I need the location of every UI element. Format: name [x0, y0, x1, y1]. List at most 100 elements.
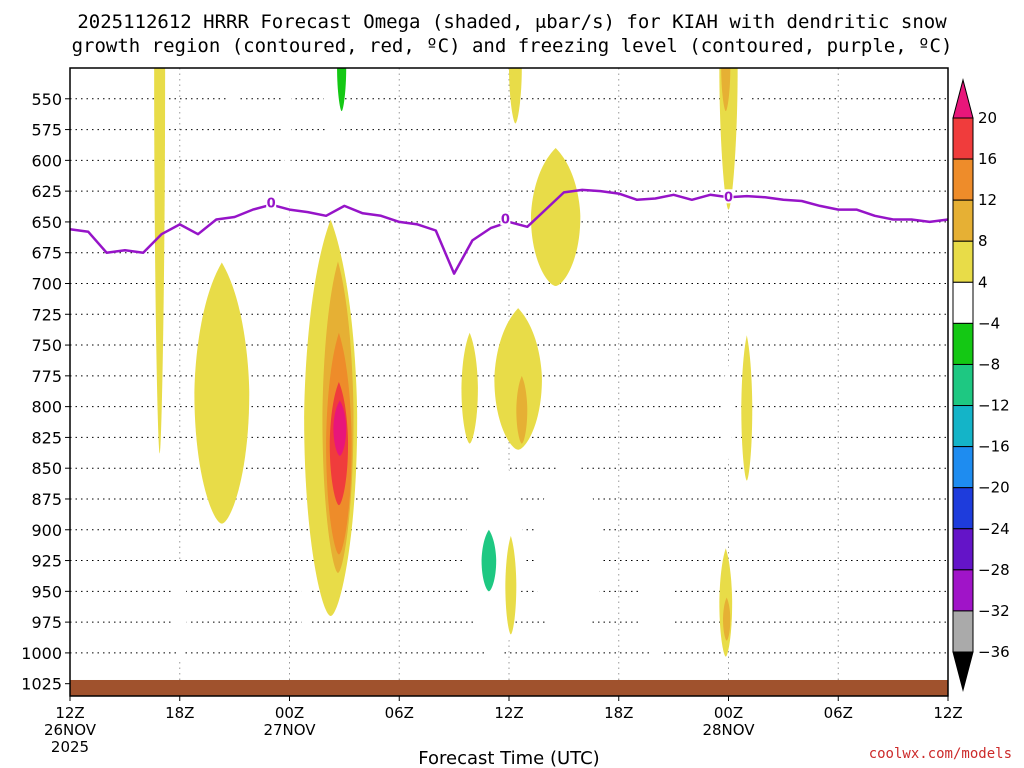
omega-shade-region: [494, 308, 542, 450]
colorbar-bin: [952, 117, 974, 160]
freezing-level-contour: 0 0 0: [69, 188, 949, 275]
x-tick-label: 00Z: [714, 704, 743, 722]
x-tick-label: 12Z: [494, 704, 523, 722]
omega-shade-region: [300, 566, 312, 641]
colorbar-label: −4: [978, 314, 1000, 332]
colorbar-bin: [952, 610, 974, 653]
omega-shade-region: [461, 332, 478, 444]
x-tick-year: 2025: [51, 738, 89, 756]
colorbar-label: 8: [978, 232, 988, 250]
colorbar-bin: [952, 487, 974, 530]
omega-shade-region: [284, 68, 292, 250]
omega-shade-region: [723, 597, 731, 641]
omega-shade-region: [481, 529, 497, 592]
y-tick-label: 1025: [21, 675, 62, 694]
y-tick-label: 725: [31, 305, 62, 324]
terrain-band: [70, 679, 948, 696]
colorbar-label: −24: [978, 520, 1010, 538]
y-tick-label: 650: [31, 213, 62, 232]
colorbar: 20 16 12 8 4 −4 −8 −12 −16 −20 −24 −28 −32 −36: [952, 78, 1010, 692]
x-tick-label: 18Z: [165, 704, 194, 722]
colorbar-top-arrow: [952, 78, 974, 119]
x-tick-label: 06Z: [824, 704, 853, 722]
colorbar-label: 4: [978, 273, 988, 291]
x-tick-date: 26NOV: [44, 721, 97, 739]
y-tick-label: 825: [31, 428, 62, 447]
x-tick-label: 06Z: [385, 704, 414, 722]
omega-shade-region: [638, 551, 674, 660]
freezing-level-label: 0: [501, 212, 510, 227]
omega-shade-region: [741, 335, 753, 481]
freezing-level-label: 0: [724, 190, 733, 205]
colorbar-bottom-arrow: [952, 651, 974, 692]
omega-shade-region: [154, 68, 166, 454]
colorbar-label: −32: [978, 602, 1010, 620]
omega-shade-region: [527, 68, 542, 97]
omega-shade-region: [534, 455, 603, 653]
y-tick-label: 750: [31, 336, 62, 355]
colorbar-label: −16: [978, 438, 1010, 456]
omega-shade-region: [505, 535, 517, 635]
x-tick-label: 12Z: [933, 704, 962, 722]
x-tick-label: 12Z: [55, 704, 84, 722]
freezing-level-label: 0: [267, 196, 276, 211]
y-tick-label: 550: [31, 90, 62, 109]
omega-shade-region: [333, 400, 347, 456]
terrain-fill: [70, 679, 948, 696]
x-tick-date: 28NOV: [702, 721, 755, 739]
colorbar-label: −12: [978, 397, 1010, 415]
freezing-level-label-bg: [723, 189, 734, 204]
y-tick-label: 625: [31, 182, 62, 201]
omega-shade-region: [509, 68, 522, 124]
omega-shade-region: [194, 262, 250, 524]
omega-shade-region: [172, 560, 188, 660]
credit-text: coolwx.com/models: [869, 746, 1012, 762]
colorbar-bin: [952, 446, 974, 489]
omega-shade-region: [225, 68, 241, 134]
omega-shade-region: [337, 68, 347, 112]
y-tick-label: 700: [31, 274, 62, 293]
colorbar-label: −28: [978, 561, 1010, 579]
y-tick-label: 875: [31, 490, 62, 509]
freezing-level-label-bg: [266, 195, 277, 210]
y-tick-label: 925: [31, 552, 62, 571]
omega-shading: [154, 68, 753, 660]
y-tick-label: 575: [31, 121, 62, 140]
omega-shade-region: [530, 148, 581, 286]
colorbar-label: 12: [978, 191, 997, 209]
colorbar-bin: [952, 240, 974, 283]
omega-shade-region: [721, 68, 731, 112]
chart-title-line-2: growth region (contoured, red, ºC) and f…: [72, 35, 953, 57]
colorbar-bin: [952, 569, 974, 612]
y-tick-label: 600: [31, 151, 62, 170]
colorbar-bin: [952, 322, 974, 365]
y-tick-label: 850: [31, 459, 62, 478]
y-tick-label: 675: [31, 244, 62, 263]
y-tick-label: 775: [31, 367, 62, 386]
omega-shade-region: [741, 68, 753, 118]
x-axis-title: Forecast Time (UTC): [418, 748, 599, 768]
y-tick-label: 975: [31, 613, 62, 632]
colorbar-bin: [952, 363, 974, 407]
colorbar-bin: [952, 528, 974, 571]
colorbar-label: 16: [978, 150, 997, 168]
colorbar-label: 20: [978, 109, 997, 127]
colorbar-bin: [952, 199, 974, 242]
colorbar-label: −8: [978, 355, 1000, 373]
omega-shade-region: [723, 361, 733, 463]
chart-title-line-1: 2025112612 HRRR Forecast Omega (shaded, …: [77, 11, 947, 33]
y-axis-ticks: 550 575 600 625 650 675 700 725 750 775 800 825 850 8…: [21, 90, 70, 694]
freezing-level-label-bg: [500, 211, 511, 226]
y-tick-label: 800: [31, 398, 62, 417]
y-tick-label: 1000: [21, 644, 62, 663]
colorbar-bin: [952, 405, 974, 448]
x-tick-label: 18Z: [604, 704, 633, 722]
y-tick-label: 950: [31, 582, 62, 601]
colorbar-bin: [952, 281, 974, 324]
y-tick-label: 900: [31, 521, 62, 540]
x-tick-label: 00Z: [275, 704, 304, 722]
omega-shade-region: [516, 375, 528, 444]
x-tick-date: 27NOV: [263, 721, 316, 739]
